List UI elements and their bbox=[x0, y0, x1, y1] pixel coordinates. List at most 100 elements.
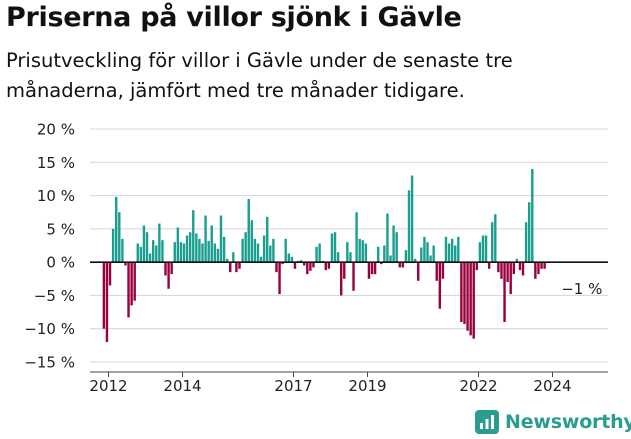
bar bbox=[463, 262, 466, 325]
x-tick-label: 2012 bbox=[89, 377, 127, 395]
bar bbox=[330, 233, 334, 263]
x-tick-label: 2022 bbox=[459, 377, 497, 395]
bar bbox=[466, 262, 469, 331]
bar bbox=[176, 227, 180, 263]
bar bbox=[266, 216, 269, 263]
bar bbox=[299, 260, 303, 263]
bar bbox=[130, 262, 133, 306]
bar bbox=[376, 246, 380, 263]
x-tick-label: 2019 bbox=[348, 377, 386, 395]
bar bbox=[528, 202, 531, 263]
bar bbox=[306, 262, 309, 275]
bar bbox=[142, 225, 146, 263]
bar bbox=[232, 252, 235, 263]
y-tick-label: −5 % bbox=[34, 287, 75, 305]
x-axis-ticks: 2012 2014 2017 2019 2022 2024 bbox=[89, 371, 608, 395]
bar bbox=[324, 262, 327, 271]
bar bbox=[441, 262, 445, 279]
y-tick-label: 10 % bbox=[37, 187, 75, 205]
bar bbox=[293, 262, 297, 269]
bar bbox=[349, 252, 352, 263]
bar bbox=[192, 210, 195, 263]
bar bbox=[355, 212, 358, 263]
bar bbox=[256, 243, 260, 263]
bar bbox=[115, 196, 118, 263]
bar bbox=[500, 262, 503, 279]
bar bbox=[506, 262, 509, 283]
bar bbox=[364, 243, 368, 263]
chart-subtitle: Prisutveckling för villor i Gävle under … bbox=[6, 49, 513, 102]
bar bbox=[204, 215, 207, 263]
bar bbox=[136, 243, 139, 263]
bar bbox=[315, 246, 318, 263]
bar bbox=[155, 245, 158, 263]
bar bbox=[247, 198, 250, 263]
bar bbox=[447, 243, 451, 263]
bar bbox=[287, 253, 291, 263]
bar bbox=[284, 238, 287, 263]
bar bbox=[339, 262, 343, 296]
bar bbox=[534, 262, 537, 279]
bar bbox=[118, 212, 121, 263]
bar bbox=[198, 238, 201, 263]
bar bbox=[272, 238, 275, 263]
bar bbox=[170, 262, 173, 275]
bar bbox=[460, 262, 463, 323]
bar bbox=[537, 262, 540, 275]
bar bbox=[133, 262, 136, 301]
bar bbox=[145, 232, 149, 263]
bar bbox=[481, 235, 485, 263]
bar bbox=[201, 243, 204, 263]
bar bbox=[229, 262, 232, 273]
bar bbox=[213, 243, 217, 263]
y-tick-label: −15 % bbox=[24, 354, 75, 372]
bar bbox=[454, 245, 457, 263]
y-tick-label: 5 % bbox=[46, 220, 75, 238]
bar bbox=[158, 223, 161, 263]
bar bbox=[102, 262, 106, 329]
bar bbox=[352, 262, 355, 291]
bar bbox=[225, 258, 229, 263]
bar bbox=[216, 248, 220, 263]
bar bbox=[386, 213, 389, 263]
bar bbox=[410, 175, 414, 263]
bar bbox=[179, 242, 183, 263]
bar bbox=[188, 232, 192, 263]
bar bbox=[383, 245, 386, 263]
bar bbox=[235, 262, 238, 273]
bar bbox=[219, 215, 223, 263]
bar bbox=[167, 262, 170, 289]
bar bbox=[262, 235, 266, 263]
bar bbox=[389, 255, 392, 263]
bar bbox=[309, 262, 312, 271]
bar bbox=[367, 262, 371, 279]
bar bbox=[491, 222, 494, 263]
bar bbox=[497, 262, 500, 273]
bar bbox=[238, 262, 241, 269]
bar bbox=[312, 262, 315, 268]
bar bbox=[518, 262, 522, 271]
y-tick-label: 0 % bbox=[46, 254, 75, 272]
y-tick-label: 20 % bbox=[37, 121, 75, 139]
bar bbox=[420, 247, 423, 263]
bar bbox=[395, 232, 398, 263]
bar bbox=[426, 242, 429, 263]
bar bbox=[173, 242, 176, 263]
bar bbox=[457, 236, 460, 263]
bar bbox=[318, 243, 321, 263]
bar bbox=[487, 262, 491, 269]
bar bbox=[121, 238, 124, 263]
bar bbox=[278, 262, 281, 295]
bar bbox=[444, 236, 448, 263]
bar bbox=[275, 262, 278, 273]
bar bbox=[269, 245, 272, 263]
bar bbox=[185, 235, 189, 263]
newsworthy-logo-text: Newsworthy bbox=[505, 411, 631, 433]
bar bbox=[182, 243, 186, 263]
bar bbox=[253, 238, 257, 263]
bar bbox=[494, 214, 497, 263]
bar bbox=[327, 262, 331, 269]
bar bbox=[392, 225, 395, 263]
bar bbox=[521, 262, 525, 276]
bar bbox=[484, 235, 488, 263]
